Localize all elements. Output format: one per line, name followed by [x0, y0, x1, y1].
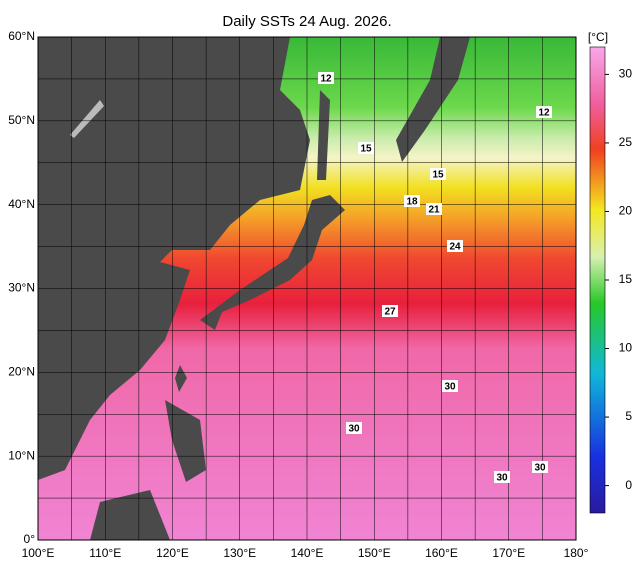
lon-label: 120°E: [156, 546, 189, 560]
contour-label: 27: [384, 307, 396, 318]
contour-label: 30: [496, 473, 508, 484]
contour-label-box: [426, 203, 442, 215]
contour-label-box: [430, 168, 446, 180]
map-title: Daily SSTs 24 Aug. 2026.: [222, 13, 391, 30]
lon-label: 150°E: [358, 546, 391, 560]
contour-label: 30: [534, 463, 546, 474]
lat-label: 30°N: [8, 281, 35, 295]
lon-label: 170°E: [492, 546, 525, 560]
lon-label: 160°E: [425, 546, 458, 560]
lon-label: 180°: [564, 546, 589, 560]
borneo: [90, 490, 170, 540]
contour-label: 21: [428, 205, 440, 216]
contour-label-box: [382, 305, 398, 317]
colorbar-tick-label: 0: [625, 478, 632, 492]
contour-label-box: [532, 461, 548, 473]
map-frame: [37, 36, 577, 541]
lake: [70, 100, 104, 138]
contour-label: 30: [348, 424, 360, 435]
kamchatka: [396, 37, 470, 162]
contour-label-box: [404, 195, 420, 207]
lat-label: 20°N: [8, 365, 35, 379]
contour-label: 24: [449, 242, 461, 253]
lon-label: 110°E: [89, 546, 121, 560]
colorbar-unit: [°C]: [588, 30, 608, 44]
colorbar-tick-label: 30: [619, 67, 633, 81]
contour-label: 12: [320, 74, 332, 85]
lon-label: 100°E: [22, 546, 55, 560]
contour-label: 18: [406, 197, 418, 208]
sakhalin: [317, 90, 330, 180]
lat-label: 40°N: [8, 197, 35, 211]
colorbar-tick-label: 25: [619, 135, 633, 149]
contour-label-box: [447, 240, 463, 252]
contour-label: 30: [444, 382, 456, 393]
contour-label-box: [346, 422, 362, 434]
land-masses: [90, 37, 470, 540]
colorbar: [589, 46, 606, 514]
philippines: [165, 400, 206, 482]
taiwan: [175, 365, 187, 392]
contour-label: 15: [360, 144, 372, 155]
japan: [200, 195, 345, 330]
contour-label-box: [494, 471, 510, 483]
colorbar-tick-label: 5: [625, 409, 632, 423]
lat-label: 60°N: [8, 29, 35, 43]
contour-label: 15: [432, 170, 444, 181]
lon-label: 130°E: [223, 546, 256, 560]
lat-label: 50°N: [8, 113, 35, 127]
contour-label: 12: [538, 108, 550, 119]
colorbar-tick-label: 20: [619, 204, 633, 218]
colorbar-tick-label: 10: [619, 341, 633, 355]
contour-label-box: [442, 380, 458, 392]
lon-label: 140°E: [291, 546, 324, 560]
colorbar-tick-label: 15: [619, 272, 633, 286]
lat-label: 0°: [24, 532, 36, 546]
contour-label-box: [536, 106, 552, 118]
contour-label-box: [318, 72, 334, 84]
contour-label-box: [358, 142, 374, 154]
labels: 0° 10°N 20°N 30°N 40°N 50°N 60°N 100°E 110°E 120°…: [8, 29, 588, 560]
lat-label: 10°N: [8, 448, 35, 462]
